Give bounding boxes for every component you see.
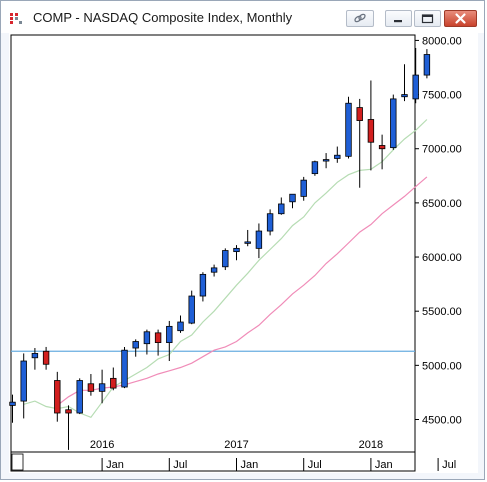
x-tick-label: Jan — [241, 459, 259, 471]
candle-body — [378, 145, 386, 150]
minimize-button[interactable] — [385, 10, 412, 27]
x-tick-label: Jul — [442, 459, 456, 471]
close-icon — [455, 13, 466, 24]
chart-area[interactable]: 8000.00 7500.00 7000.00 6500.00 6000.00 5500.… — [9, 33, 478, 473]
candle-body — [390, 98, 397, 149]
candle-body — [177, 321, 184, 332]
candlestick-chart[interactable]: 8000.00 7500.00 7000.00 6500.00 6000.00 5500.… — [9, 33, 478, 473]
candle-body — [322, 159, 330, 162]
candle-body — [401, 94, 408, 98]
candle-body — [367, 119, 375, 143]
restore-button[interactable] — [414, 10, 441, 27]
candle-body — [210, 267, 218, 273]
title-bar[interactable]: COMP - NASDAQ Composite Index, Monthly — [1, 1, 484, 33]
candle-body — [65, 409, 72, 414]
candle-body — [132, 341, 139, 349]
candle-body — [98, 383, 106, 392]
restore-icon — [421, 14, 434, 24]
candle-body — [311, 161, 319, 175]
candle-body — [31, 353, 39, 359]
candle-body — [278, 203, 285, 215]
time-axis-strip — [10, 451, 416, 472]
moving-average-long-line — [56, 176, 428, 406]
candle-body — [199, 273, 207, 297]
window-title: COMP - NASDAQ Composite Index, Monthly — [33, 10, 293, 25]
candle-body — [87, 383, 95, 392]
year-label: 2018 — [359, 439, 383, 451]
y-tick-label: 5000.00 — [422, 360, 462, 372]
candle-body — [54, 380, 61, 414]
close-button[interactable] — [444, 10, 477, 27]
candle-body — [255, 230, 263, 249]
candle-body — [76, 380, 83, 414]
link-icon — [354, 13, 366, 23]
candle-body — [166, 325, 173, 344]
y-tick-label: 7500.00 — [422, 90, 462, 102]
y-tick-label: 6500.00 — [422, 198, 462, 210]
candle-body — [356, 107, 363, 121]
candle-body — [188, 295, 195, 324]
candle-body — [154, 332, 162, 344]
candle-body — [423, 54, 431, 76]
y-tick-label: 4500.00 — [422, 415, 462, 427]
app-logo-icon — [10, 12, 23, 24]
x-tick-label: Jul — [308, 459, 322, 471]
y-tick-label: 6000.00 — [422, 252, 462, 264]
candle-body — [266, 213, 274, 232]
year-label: 2016 — [90, 439, 114, 451]
candle-body — [20, 360, 27, 402]
x-tick-label: Jan — [375, 459, 393, 471]
time-axis-scroll-box — [11, 453, 24, 471]
x-tick-label: Jan — [106, 459, 124, 471]
candle-body — [143, 331, 151, 345]
candle-body — [300, 179, 307, 197]
year-label: 2017 — [224, 439, 248, 451]
candle-body — [244, 241, 251, 244]
candle-body — [42, 350, 50, 365]
y-tick-label: 7000.00 — [422, 144, 462, 156]
candle-body — [334, 154, 341, 159]
candle-body — [222, 250, 229, 268]
candle-body — [121, 349, 128, 388]
candle-body — [345, 102, 352, 157]
x-tick-label: Jul — [173, 459, 187, 471]
candle-body — [9, 401, 16, 406]
candle-body — [412, 74, 419, 100]
y-tick-label: 5500.00 — [422, 306, 462, 318]
link-button[interactable] — [346, 10, 374, 27]
minimize-icon — [394, 20, 402, 23]
plot-frame — [10, 34, 416, 453]
candle-body — [110, 377, 117, 389]
y-tick-label: 8000.00 — [422, 35, 462, 47]
candle-body — [233, 247, 240, 253]
candle-body — [289, 193, 296, 203]
